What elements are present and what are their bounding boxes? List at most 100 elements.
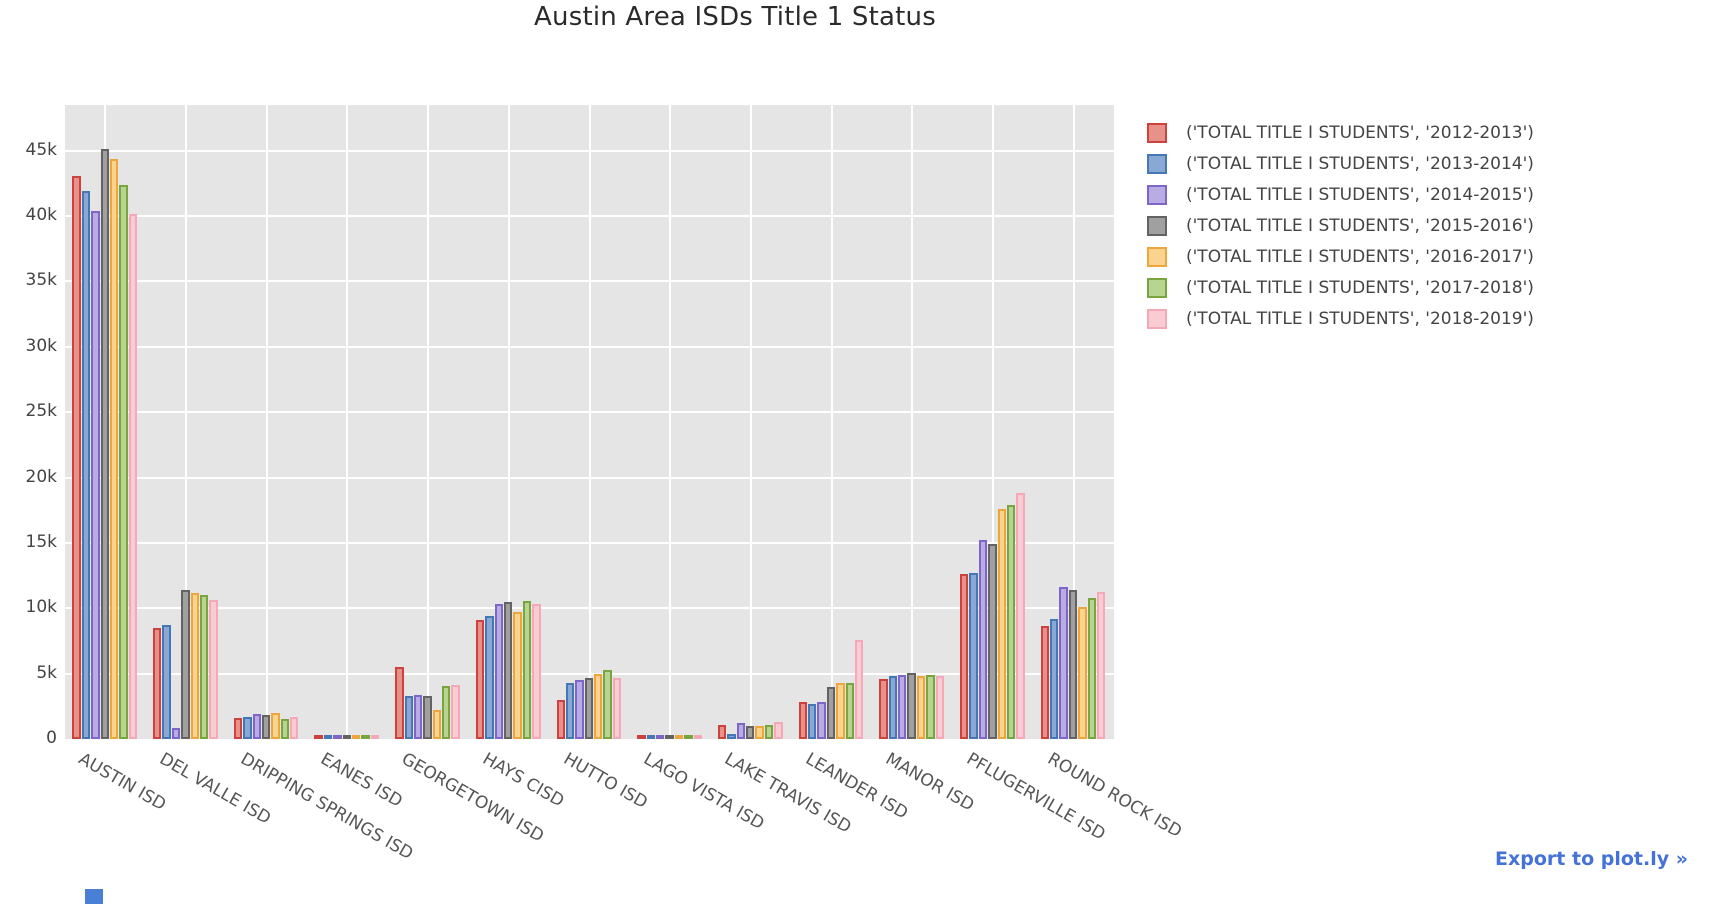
bar[interactable] (807, 704, 817, 739)
bar[interactable] (575, 679, 584, 739)
bar[interactable] (72, 175, 81, 739)
bar[interactable] (612, 677, 622, 739)
legend-item[interactable]: ('TOTAL TITLE I STUDENTS', '2017-2018') (1147, 272, 1534, 303)
bar[interactable] (413, 694, 423, 739)
bar[interactable] (717, 725, 727, 739)
bar[interactable] (432, 709, 442, 739)
bar[interactable] (280, 719, 290, 739)
bar[interactable] (888, 675, 898, 739)
bar[interactable] (100, 149, 109, 739)
bar[interactable] (323, 735, 333, 739)
bar[interactable] (451, 685, 460, 739)
bar[interactable] (494, 604, 503, 739)
bar[interactable] (845, 683, 854, 739)
bar[interactable] (190, 593, 199, 739)
bar[interactable] (522, 601, 532, 739)
bar[interactable] (655, 735, 665, 739)
bar[interactable] (746, 725, 755, 739)
bar[interactable] (584, 677, 594, 739)
bar[interactable] (333, 735, 342, 739)
bar[interactable] (475, 620, 485, 739)
bar[interactable] (556, 699, 565, 739)
bar[interactable] (755, 725, 764, 739)
bar[interactable] (485, 616, 494, 739)
bar[interactable] (836, 682, 845, 739)
bar[interactable] (665, 735, 674, 739)
bar[interactable] (1050, 619, 1059, 739)
legend-item[interactable]: ('TOTAL TITLE I STUDENTS', '2016-2017') (1147, 241, 1534, 272)
bar[interactable] (423, 695, 432, 739)
bar[interactable] (290, 717, 299, 739)
bar[interactable] (162, 624, 171, 739)
bar[interactable] (209, 599, 218, 739)
bar[interactable] (233, 718, 243, 739)
bar[interactable] (181, 589, 190, 739)
bar[interactable] (1087, 597, 1096, 739)
bar[interactable] (1096, 591, 1106, 739)
bar[interactable] (988, 544, 997, 739)
bar[interactable] (693, 735, 702, 739)
bar[interactable] (646, 735, 655, 739)
bar[interactable] (351, 735, 361, 739)
bar[interactable] (271, 712, 280, 739)
bar[interactable] (314, 735, 323, 739)
legend-item[interactable]: ('TOTAL TITLE I STUDENTS', '2012-2013') (1147, 117, 1534, 148)
bar[interactable] (959, 573, 969, 739)
bar[interactable] (817, 702, 826, 739)
bar[interactable] (684, 735, 693, 739)
bar[interactable] (81, 191, 91, 739)
bar[interactable] (171, 727, 181, 739)
bar[interactable] (926, 674, 935, 739)
bar[interactable] (91, 210, 100, 739)
bar[interactable] (854, 639, 864, 739)
bar[interactable] (603, 670, 612, 739)
bar[interactable] (199, 594, 209, 739)
legend-item[interactable]: ('TOTAL TITLE I STUDENTS', '2018-2019') (1147, 303, 1534, 334)
bar[interactable] (826, 686, 836, 739)
bar[interactable] (736, 723, 746, 739)
bar[interactable] (898, 674, 907, 739)
export-to-plotly-link[interactable]: Export to plot.ly » (1495, 848, 1688, 870)
bar[interactable] (503, 602, 513, 739)
bar[interactable] (798, 702, 807, 739)
bar[interactable] (1040, 625, 1050, 739)
bar[interactable] (935, 675, 944, 739)
legend-item[interactable]: ('TOTAL TITLE I STUDENTS', '2015-2016') (1147, 210, 1534, 241)
bar[interactable] (907, 673, 916, 739)
bar[interactable] (1059, 587, 1068, 739)
bar[interactable] (370, 734, 380, 739)
bar[interactable] (727, 733, 736, 739)
bar[interactable] (764, 724, 774, 739)
bar[interactable] (594, 673, 603, 739)
bar[interactable] (361, 735, 370, 739)
bar[interactable] (153, 627, 162, 739)
bar[interactable] (637, 735, 646, 739)
legend-item[interactable]: ('TOTAL TITLE I STUDENTS', '2014-2015') (1147, 179, 1534, 210)
bar[interactable] (252, 714, 261, 739)
bar[interactable] (997, 508, 1006, 739)
bar[interactable] (1016, 493, 1025, 739)
bar[interactable] (128, 213, 138, 739)
bar[interactable] (342, 735, 351, 739)
bar[interactable] (109, 158, 119, 739)
bar[interactable] (674, 735, 684, 739)
bar[interactable] (1006, 505, 1016, 739)
legend-label: ('TOTAL TITLE I STUDENTS', '2015-2016') (1186, 215, 1534, 236)
bar[interactable] (442, 686, 451, 739)
bar[interactable] (1068, 589, 1078, 739)
bar[interactable] (916, 675, 926, 739)
bar[interactable] (513, 612, 522, 739)
bar[interactable] (774, 722, 783, 739)
bar[interactable] (261, 714, 271, 739)
bar[interactable] (243, 716, 252, 739)
bar[interactable] (879, 678, 888, 739)
bar[interactable] (395, 667, 404, 739)
bar[interactable] (969, 572, 978, 739)
bar[interactable] (119, 184, 128, 739)
bar[interactable] (532, 603, 541, 739)
legend-item[interactable]: ('TOTAL TITLE I STUDENTS', '2013-2014') (1147, 148, 1534, 179)
bar[interactable] (978, 540, 988, 739)
bar[interactable] (1078, 606, 1087, 739)
bar[interactable] (404, 695, 413, 739)
bar[interactable] (565, 682, 575, 739)
